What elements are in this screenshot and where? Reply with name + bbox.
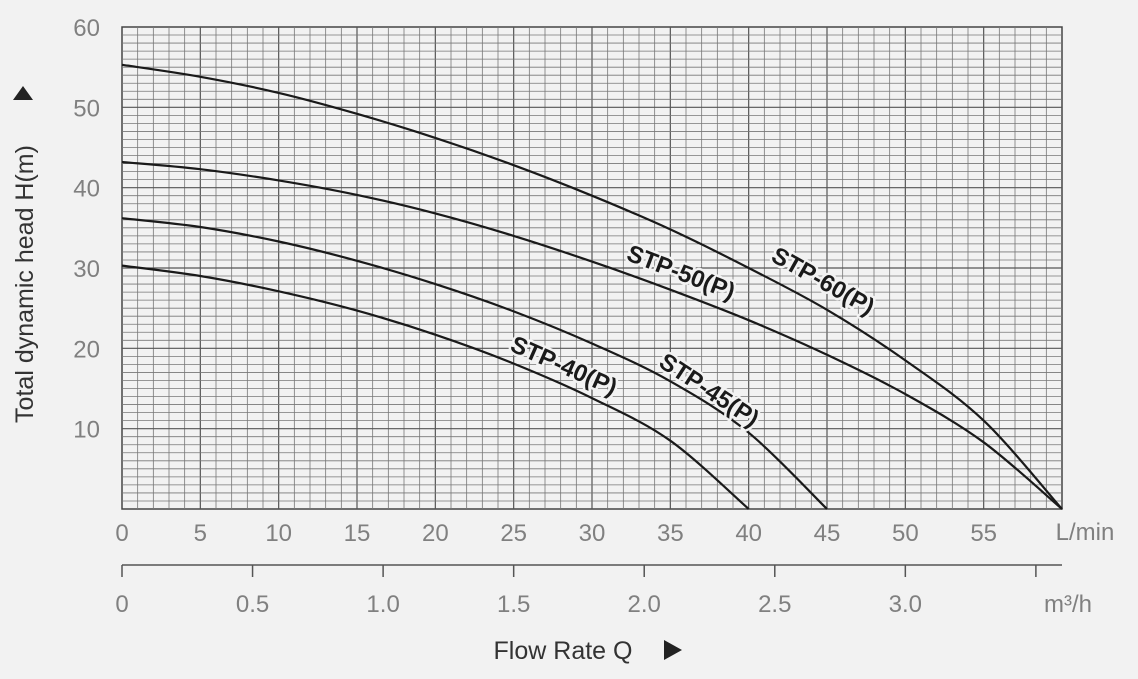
curve-stp-50-p	[121, 160, 1063, 510]
y-tick-label: 50	[73, 95, 100, 122]
x-tick-label: 50	[892, 520, 919, 547]
y-tick-label: 10	[73, 417, 100, 444]
secondary-tick-label: 2.5	[758, 591, 791, 618]
pump-curves	[121, 63, 1063, 510]
x-axis-title: Flow Rate Q	[494, 637, 633, 665]
secondary-x-axis-unit: m³/h	[1044, 591, 1092, 618]
x-axis-unit: L/min	[1056, 519, 1115, 546]
x-tick-label: 10	[265, 520, 292, 547]
x-tick-label: 45	[814, 520, 841, 547]
x-tick-label: 55	[970, 520, 997, 547]
secondary-tick-label: 3.0	[889, 591, 922, 618]
x-tick-label: 40	[735, 520, 762, 547]
x-axis-ticks: 0 5 10 15 20 25 30 35 40 45 50 55	[115, 520, 997, 547]
curve-label-stp-60-p: STP-60(P)	[767, 242, 879, 321]
secondary-tick-label: 0.5	[236, 591, 269, 618]
x-tick-label: 25	[500, 520, 527, 547]
secondary-x-axis: 0 0.5 1.0 1.5 2.0 2.5 3.0	[115, 564, 1062, 618]
secondary-tick-label: 0	[115, 591, 128, 618]
x-tick-label: 20	[422, 520, 449, 547]
y-axis-title: Total dynamic head H(m)	[11, 145, 39, 423]
curve-stp-60-p	[121, 63, 1063, 510]
x-tick-label: 35	[657, 520, 684, 547]
x-axis-arrow-icon	[664, 640, 682, 660]
x-tick-label: 0	[115, 520, 128, 547]
x-tick-label: 15	[344, 520, 371, 547]
curve-label-stp-50-p: STP-50(P)	[623, 240, 739, 306]
y-axis-ticks: 10 20 30 40 50 60	[73, 15, 100, 444]
secondary-tick-label: 2.0	[628, 591, 661, 618]
x-tick-label: 5	[194, 520, 207, 547]
secondary-tick-label: 1.5	[497, 591, 530, 618]
y-tick-label: 40	[73, 176, 100, 203]
plot-grid	[121, 26, 1063, 510]
y-tick-label: 20	[73, 336, 100, 363]
y-tick-label: 60	[73, 15, 100, 42]
curve-stp-40-p	[121, 264, 750, 510]
curve-label-stp-40-p: STP-40(P)	[506, 331, 621, 401]
x-tick-label: 30	[579, 520, 606, 547]
secondary-tick-label: 1.0	[366, 591, 399, 618]
y-axis-arrow-icon	[13, 86, 33, 100]
y-tick-label: 30	[73, 256, 100, 283]
curve-labels: STP-60(P)STP-50(P)STP-45(P)STP-40(P)	[504, 238, 881, 436]
curve-stp-45-p	[121, 217, 828, 510]
